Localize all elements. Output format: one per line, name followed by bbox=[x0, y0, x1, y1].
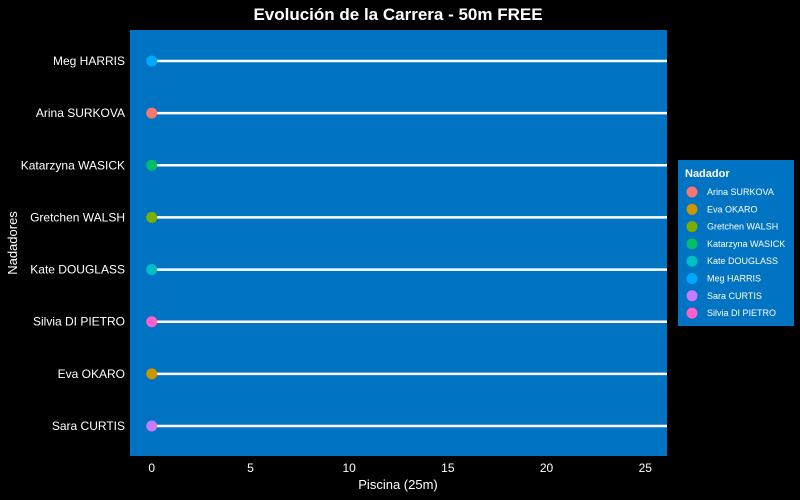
data-point bbox=[146, 420, 158, 432]
legend-label: Gretchen WALSH bbox=[707, 222, 778, 232]
legend-key bbox=[686, 221, 698, 233]
data-point bbox=[146, 211, 158, 223]
x-tick-label: 15 bbox=[441, 461, 455, 475]
y-tick-label: Katarzyna WASICK bbox=[21, 158, 125, 172]
chart-title: Evolución de la Carrera - 50m FREE bbox=[253, 5, 542, 24]
legend-key bbox=[686, 186, 698, 198]
legend-key bbox=[686, 307, 698, 319]
legend: Nadador Arina SURKOVA Eva OKARO Gretchen W… bbox=[678, 160, 794, 326]
legend-label: Arina SURKOVA bbox=[707, 187, 774, 197]
data-point bbox=[146, 55, 158, 67]
data-point bbox=[146, 107, 158, 119]
y-tick-label: Sara CURTIS bbox=[52, 419, 125, 433]
x-tick-label: 0 bbox=[148, 461, 155, 475]
lane-lines bbox=[151, 59, 667, 428]
x-axis-label: Piscina (25m) bbox=[358, 477, 437, 492]
data-point bbox=[146, 264, 158, 276]
x-tick-label: 20 bbox=[540, 461, 554, 475]
legend-label: Sara CURTIS bbox=[707, 291, 762, 301]
y-tick-labels: Meg HARRIS Arina SURKOVA Katarzyna WASICK G… bbox=[21, 54, 125, 433]
legend-key bbox=[686, 203, 698, 215]
legend-label: Eva OKARO bbox=[707, 204, 758, 214]
plot-panel bbox=[130, 30, 667, 456]
y-tick-label: Arina SURKOVA bbox=[36, 106, 125, 120]
x-tick-label: 25 bbox=[639, 461, 653, 475]
y-tick-label: Meg HARRIS bbox=[53, 54, 125, 68]
legend-label: Silvia DI PIETRO bbox=[707, 308, 776, 318]
x-tick-label: 5 bbox=[247, 461, 254, 475]
legend-label: Kate DOUGLASS bbox=[707, 256, 778, 266]
legend-title: Nadador bbox=[685, 168, 730, 180]
swimmer-points bbox=[146, 55, 158, 432]
data-point bbox=[146, 159, 158, 171]
x-tick-label: 10 bbox=[342, 461, 356, 475]
y-tick-label: Gretchen WALSH bbox=[30, 210, 125, 224]
legend-label: Katarzyna WASICK bbox=[707, 239, 785, 249]
y-tick-label: Kate DOUGLASS bbox=[30, 263, 125, 277]
legend-label: Meg HARRIS bbox=[707, 274, 761, 284]
x-tick-labels: 0 5 10 15 20 25 bbox=[148, 461, 652, 475]
y-tick-label: Eva OKARO bbox=[58, 367, 125, 381]
legend-key bbox=[686, 290, 698, 302]
data-point bbox=[146, 368, 158, 380]
y-axis-label: Nadadores bbox=[5, 211, 20, 275]
data-point bbox=[146, 316, 158, 328]
legend-key bbox=[686, 273, 698, 284]
legend-key bbox=[686, 255, 698, 267]
y-tick-label: Silvia DI PIETRO bbox=[33, 315, 125, 329]
legend-key bbox=[686, 238, 698, 250]
